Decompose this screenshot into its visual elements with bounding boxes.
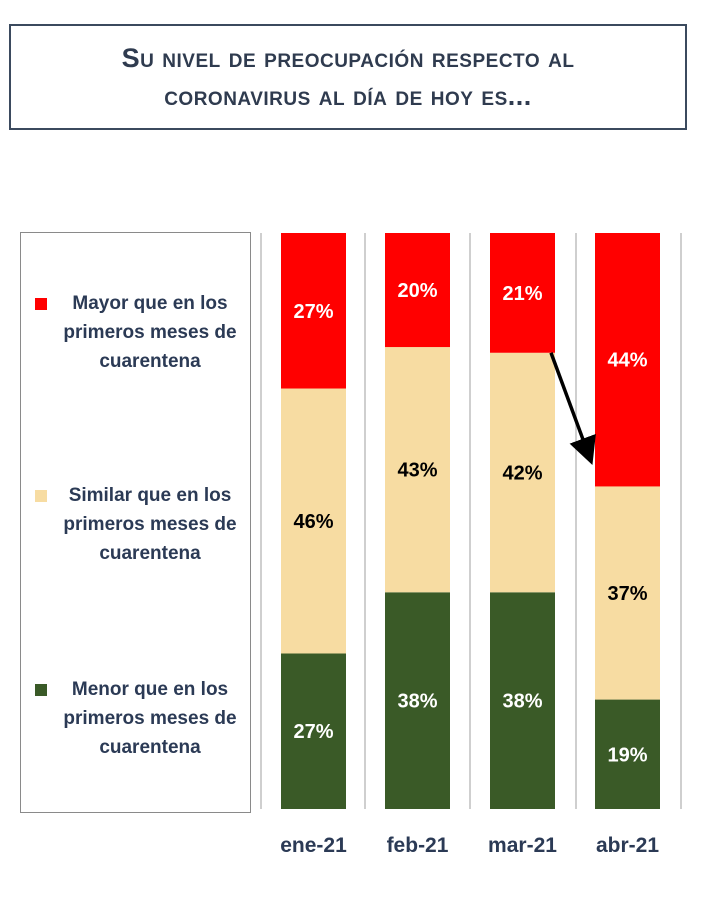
bar-segment-ene-21-0 <box>281 653 346 809</box>
legend-label-menor-1: Menor que en los <box>71 679 229 700</box>
bar-segment-abr-21-2 <box>595 233 660 487</box>
x-tick-label-feb-21: feb-21 <box>387 834 449 857</box>
legend-swatch-similar <box>35 490 47 502</box>
legend-item-similar: Similar que en los primeros meses de cua… <box>35 481 245 568</box>
bar-segment-mar-21-0 <box>490 592 555 809</box>
data-label-ene-21-1: 46% <box>293 511 333 533</box>
x-tick-label-mar-21: mar-21 <box>488 834 557 857</box>
data-label-abr-21-1: 37% <box>607 583 647 605</box>
legend-label-menor-2: primeros meses de <box>63 708 237 729</box>
data-label-feb-21-2: 20% <box>397 280 437 302</box>
bar-segment-feb-21-1 <box>385 347 450 593</box>
legend-item-menor: Menor que en los primeros meses de cuare… <box>35 675 245 762</box>
data-label-abr-21-0: 19% <box>607 744 647 766</box>
data-label-ene-21-0: 27% <box>293 721 333 743</box>
legend-label-similar-2: primeros meses de <box>63 514 237 535</box>
bar-segment-ene-21-2 <box>281 233 346 389</box>
legend-label-mayor-2: primeros meses de <box>63 322 237 343</box>
x-tick-label-ene-21: ene-21 <box>280 834 347 857</box>
data-label-feb-21-0: 38% <box>397 691 437 713</box>
bar-segment-feb-21-0 <box>385 592 450 809</box>
legend-swatch-menor <box>35 684 47 696</box>
legend-label-menor-3: cuarentena <box>99 737 201 758</box>
data-label-ene-21-2: 27% <box>293 301 333 323</box>
legend-swatch-mayor <box>35 298 47 310</box>
legend-label-mayor-1: Mayor que en los <box>72 293 228 314</box>
legend-item-mayor: Mayor que en los primeros meses de cuare… <box>35 289 245 376</box>
legend-label-similar-1: Similar que en los <box>68 485 232 506</box>
chart-title: Su nivel de preocupación respecto al cor… <box>9 24 687 130</box>
trend-arrow <box>549 352 596 466</box>
bar-segment-abr-21-1 <box>595 486 660 700</box>
data-label-mar-21-0: 38% <box>502 691 542 713</box>
chart-title-line-2: coronavirus al día de hoy es... <box>164 81 532 111</box>
data-label-mar-21-2: 21% <box>502 283 542 305</box>
data-label-mar-21-1: 42% <box>502 463 542 485</box>
legend-label-mayor-3: cuarentena <box>99 351 201 372</box>
legend-label-similar-3: cuarentena <box>99 543 201 564</box>
bar-segment-ene-21-1 <box>281 388 346 654</box>
bar-segment-abr-21-0 <box>595 699 660 809</box>
bar-segment-feb-21-2 <box>385 233 450 348</box>
chart-title-line-1: Su nivel de preocupación respecto al <box>121 43 575 73</box>
bar-segment-mar-21-1 <box>490 352 555 593</box>
bar-segment-mar-21-2 <box>490 233 555 353</box>
data-label-abr-21-2: 44% <box>607 350 647 372</box>
x-tick-label-abr-21: abr-21 <box>596 834 659 857</box>
data-label-feb-21-1: 43% <box>397 460 437 482</box>
legend: Mayor que en los primeros meses de cuare… <box>20 232 251 813</box>
